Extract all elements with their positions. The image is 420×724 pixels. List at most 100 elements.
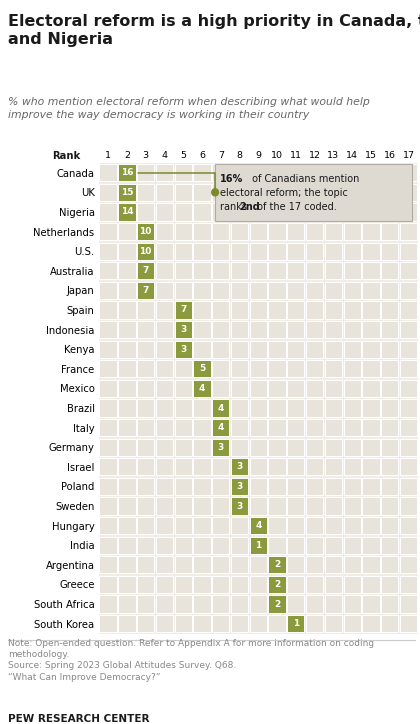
Bar: [100, 478, 117, 495]
Bar: [137, 517, 154, 534]
Bar: [362, 262, 380, 279]
Bar: [306, 595, 323, 613]
Bar: [212, 439, 229, 456]
Bar: [137, 164, 154, 181]
Bar: [381, 243, 399, 260]
Bar: [156, 243, 173, 260]
Bar: [156, 615, 173, 632]
Bar: [212, 595, 229, 613]
Bar: [344, 223, 361, 240]
Bar: [193, 478, 210, 495]
Bar: [306, 321, 323, 338]
Bar: [193, 536, 210, 554]
Bar: [193, 517, 210, 534]
Bar: [156, 321, 173, 338]
Bar: [249, 380, 267, 397]
Bar: [175, 223, 192, 240]
Bar: [344, 536, 361, 554]
Bar: [231, 439, 248, 456]
Bar: [400, 301, 417, 319]
Bar: [137, 439, 154, 456]
Bar: [268, 360, 286, 377]
Bar: [344, 517, 361, 534]
Text: PEW RESEARCH CENTER: PEW RESEARCH CENTER: [8, 714, 150, 724]
Bar: [118, 184, 136, 201]
Bar: [193, 595, 210, 613]
Text: 16: 16: [121, 168, 133, 177]
Bar: [306, 497, 323, 515]
Bar: [268, 164, 286, 181]
Bar: [212, 164, 229, 181]
Text: 15: 15: [121, 188, 133, 197]
Bar: [249, 164, 267, 181]
Bar: [137, 321, 154, 338]
Bar: [118, 203, 136, 221]
Bar: [362, 282, 380, 299]
Bar: [306, 380, 323, 397]
Bar: [400, 380, 417, 397]
Bar: [325, 615, 342, 632]
Bar: [400, 262, 417, 279]
Bar: [231, 164, 248, 181]
Bar: [100, 517, 117, 534]
Bar: [212, 478, 229, 495]
Bar: [156, 262, 173, 279]
Bar: [100, 164, 117, 181]
Bar: [381, 164, 399, 181]
Bar: [287, 458, 304, 476]
Bar: [118, 439, 136, 456]
Bar: [100, 301, 117, 319]
Bar: [287, 400, 304, 416]
Bar: [175, 517, 192, 534]
Bar: [231, 184, 248, 201]
Bar: [137, 243, 154, 260]
Bar: [268, 615, 286, 632]
Bar: [306, 184, 323, 201]
Bar: [381, 301, 399, 319]
Bar: [400, 517, 417, 534]
Bar: [325, 497, 342, 515]
Bar: [193, 360, 210, 377]
Bar: [249, 615, 267, 632]
Bar: [118, 517, 136, 534]
Bar: [362, 458, 380, 476]
Bar: [362, 164, 380, 181]
Bar: [362, 595, 380, 613]
Text: 7: 7: [142, 286, 149, 295]
Text: ranks: ranks: [220, 202, 250, 212]
Bar: [193, 497, 210, 515]
Bar: [212, 517, 229, 534]
Bar: [249, 419, 267, 437]
Bar: [400, 497, 417, 515]
Bar: [287, 223, 304, 240]
Bar: [268, 262, 286, 279]
Bar: [100, 595, 117, 613]
Bar: [193, 203, 210, 221]
Bar: [249, 262, 267, 279]
Bar: [306, 556, 323, 573]
Bar: [344, 164, 361, 181]
Bar: [231, 380, 248, 397]
Text: 7: 7: [180, 306, 186, 314]
Bar: [325, 400, 342, 416]
Bar: [175, 262, 192, 279]
Bar: [362, 243, 380, 260]
Bar: [268, 439, 286, 456]
Bar: [400, 478, 417, 495]
Bar: [268, 282, 286, 299]
Bar: [306, 223, 323, 240]
Bar: [344, 478, 361, 495]
Bar: [306, 439, 323, 456]
Bar: [400, 595, 417, 613]
Bar: [306, 615, 323, 632]
Text: 3: 3: [218, 442, 224, 452]
Bar: [325, 517, 342, 534]
Bar: [287, 536, 304, 554]
Text: 4: 4: [218, 423, 224, 432]
Bar: [156, 184, 173, 201]
Bar: [381, 282, 399, 299]
Circle shape: [212, 189, 218, 195]
Bar: [287, 340, 304, 358]
Bar: [268, 517, 286, 534]
Bar: [137, 400, 154, 416]
